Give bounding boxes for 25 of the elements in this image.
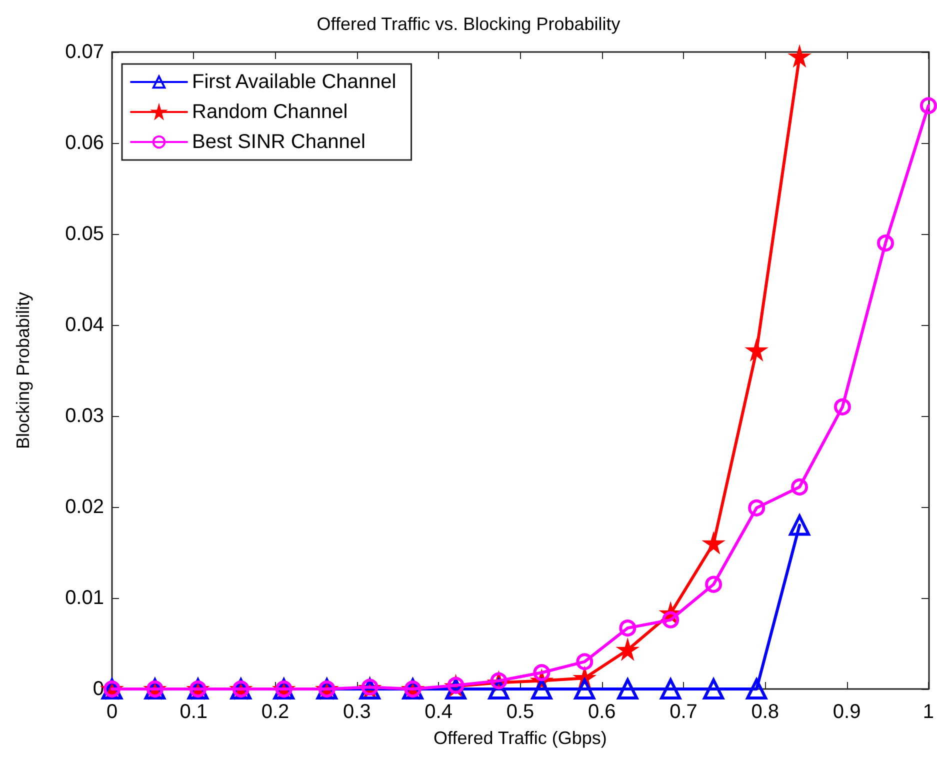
x-tick-label: 0.2 — [261, 701, 290, 723]
x-tick-label: 0.3 — [343, 701, 371, 723]
x-tick-label: 0.8 — [751, 701, 780, 723]
y-tick-label: 0.06 — [65, 132, 104, 154]
x-tick-label: 1 — [922, 701, 934, 723]
x-tick-label: 0.7 — [670, 701, 698, 723]
x-tick-label: 0.1 — [180, 701, 208, 723]
x-tick-label: 0 — [106, 701, 118, 723]
x-axis-title: Offered Traffic (Gbps) — [434, 728, 607, 748]
x-tick-label: 0.9 — [832, 701, 861, 723]
x-tick-label: 0.4 — [424, 701, 452, 723]
y-axis-title: Blocking Probability — [13, 292, 33, 450]
legend-label: Random Channel — [192, 101, 348, 123]
y-tick-label: 0.07 — [65, 41, 104, 63]
y-tick-label: 0.04 — [65, 314, 104, 336]
chart-title: Offered Traffic vs. Blocking Probability — [316, 14, 620, 34]
y-tick-label: 0 — [92, 678, 104, 700]
legend-label: Best SINR Channel — [192, 131, 366, 153]
y-tick-label: 0.03 — [65, 405, 104, 427]
y-tick-label: 0.05 — [65, 223, 104, 245]
x-tick-label: 0.6 — [588, 701, 616, 723]
y-tick-label: 0.02 — [65, 496, 104, 518]
y-tick-label: 0.01 — [65, 587, 104, 609]
legend-label: First Available Channel — [192, 71, 396, 93]
x-tick-label: 0.5 — [506, 701, 534, 723]
